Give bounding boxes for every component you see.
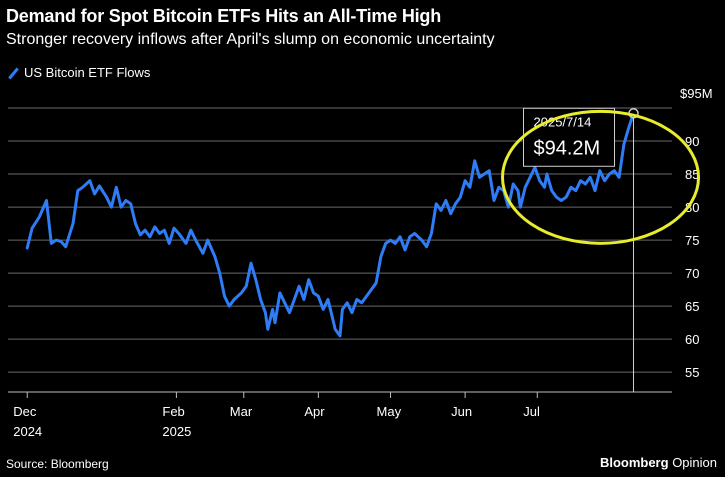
chart-title: Demand for Spot Bitcoin ETFs Hits an All… xyxy=(6,6,442,26)
x-tick-label: Feb xyxy=(162,404,184,419)
legend-label: US Bitcoin ETF Flows xyxy=(24,65,151,80)
y-tick-label: 85 xyxy=(685,167,699,182)
annotation-callout-box xyxy=(523,107,616,167)
legend: US Bitcoin ETF Flows xyxy=(8,65,150,80)
brand-suffix: Opinion xyxy=(672,455,717,470)
annotation-layer: 2025/7/14 $94.2M xyxy=(501,107,701,392)
x-tick-label: May xyxy=(377,404,402,419)
y-tick-label: 55 xyxy=(685,365,699,380)
highlight-ellipse xyxy=(501,109,701,245)
brand-logo: Bloomberg Opinion xyxy=(600,455,717,470)
x-axis: Dec 2024 Feb 2025 Mar Apr May Jun Jul xyxy=(8,391,672,439)
x-tick-label: Jul xyxy=(523,404,540,419)
y-unit-label: $95M xyxy=(680,86,713,101)
y-tick-label: 90 xyxy=(685,134,699,149)
annotation-value-label: $94.2M xyxy=(534,137,601,159)
series-layer xyxy=(25,111,635,338)
x-tick-year-label: 2024 xyxy=(13,424,42,439)
y-tick-label: 65 xyxy=(685,299,699,314)
y-tick-label: 70 xyxy=(685,266,699,281)
series-line-us-bitcoin-etf-flows xyxy=(25,111,635,338)
x-tick-year-label: 2025 xyxy=(162,424,191,439)
source-note: Source: Bloomberg xyxy=(6,457,109,471)
brand-name: Bloomberg xyxy=(599,455,669,470)
y-tick-label: 60 xyxy=(685,332,699,347)
x-tick-label: Apr xyxy=(304,404,325,419)
x-tick-label: Dec xyxy=(13,404,37,419)
annotation-date-label: 2025/7/14 xyxy=(534,114,592,129)
x-tick-label: Jun xyxy=(451,404,472,419)
x-tick-label: Mar xyxy=(230,404,253,419)
y-tick-label: 75 xyxy=(685,233,699,248)
chart-subtitle: Stronger recovery inflows after April's … xyxy=(6,31,495,48)
